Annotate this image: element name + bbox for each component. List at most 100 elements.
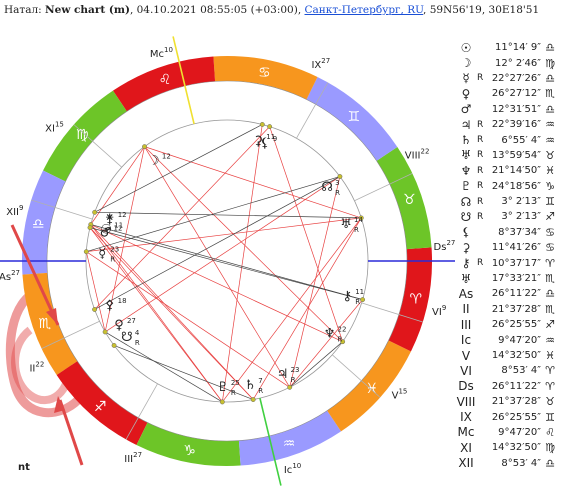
house-degree: 15 <box>398 387 407 395</box>
house-degree: 9 <box>442 304 446 312</box>
house-degree: 22 <box>35 361 44 369</box>
planet-glyph: ♂ <box>100 225 112 240</box>
retrograde-marker: R <box>110 256 115 264</box>
planet-longitude: 9°47′20″ <box>498 426 541 438</box>
place-link[interactable]: Санкт-Петербург, RU <box>304 4 424 16</box>
house-label: XII9 <box>6 204 23 218</box>
house-label: XI15 <box>45 121 64 135</box>
planet-position-dot <box>102 329 108 335</box>
zodiac-sign-glyph: ♋ <box>258 65 271 81</box>
planet-longitude: 12°31′51″ <box>491 103 541 115</box>
planet-glyph: ♀ <box>114 318 124 333</box>
planet-longitude: 12° 2′46″ <box>495 57 541 69</box>
aspect-line <box>94 176 341 310</box>
planet-degree: 4 <box>135 329 140 337</box>
planet-position-dot <box>358 215 364 221</box>
chart-header: Натал: New chart (m), 04.10.2021 08:55:0… <box>4 4 539 16</box>
natal-chart-wheel: ♈♉♊♋♌♍♎♏♐♑ ♒♓ As27II22III27Ic10V15VI9Ds27… <box>0 36 455 486</box>
house-label: VIII22 <box>405 147 430 161</box>
zodiac-sign-glyph: ♌ <box>545 425 555 439</box>
planet-glyph: Mc <box>457 425 475 440</box>
retrograde-marker: R <box>477 258 484 269</box>
planet-degree: 3 <box>335 179 339 187</box>
zodiac-segment <box>21 170 66 275</box>
planet-glyph: ♅ <box>460 271 472 286</box>
planet-longitude: 26°11′22″ <box>491 288 541 300</box>
planet-glyph: ⚴ <box>105 298 115 313</box>
planet-longitude: 14°32′50″ <box>491 442 541 454</box>
zodiac-segment <box>136 422 241 466</box>
planet-degree: 23 <box>110 246 119 254</box>
annotation-arrow-head <box>54 396 65 413</box>
zodiac-sign-glyph: ♋ <box>545 225 555 239</box>
zodiac-sign-glyph: ♏ <box>38 316 51 332</box>
zodiac-sign-glyph: ♊ <box>545 410 555 424</box>
retrograde-marker: R <box>291 376 296 384</box>
planet-degree: 11 <box>266 133 275 141</box>
retrograde-marker: R <box>258 387 263 395</box>
zodiac-sign-glyph: ♎ <box>545 456 555 470</box>
aspect-line <box>104 331 223 403</box>
house-name: XI <box>45 124 55 135</box>
planet-longitude: 11°14′ 9″ <box>495 42 541 54</box>
planet-position-dot <box>92 209 98 215</box>
zodiac-sign-glyph: ♏ <box>545 272 555 286</box>
planet-glyph: VIII <box>456 394 476 409</box>
planet-longitude: 22°39′16″ <box>491 119 541 131</box>
footer-label: nt <box>18 462 30 473</box>
planet-longitude: 24°18′56″ <box>491 180 541 192</box>
aspect-line <box>221 124 263 402</box>
zodiac-sign-glyph: ♈ <box>410 291 423 307</box>
aspect-line <box>144 146 362 219</box>
aspect-line <box>86 176 341 252</box>
planet-position-dot <box>87 225 93 231</box>
zodiac-segment <box>56 361 148 445</box>
zodiac-sign-glyph: ♎ <box>545 287 555 301</box>
zodiac-sign-glyph: ♒ <box>545 333 555 347</box>
planet-glyph: IX <box>460 410 472 425</box>
zodiac-sign-glyph: ♈ <box>545 379 555 393</box>
aspect-line <box>144 146 290 388</box>
house-label: Ds27 <box>434 239 455 253</box>
house-degree: 27 <box>321 57 330 65</box>
planet-table-row: ☋ R 3° 2′13″ ♐ <box>455 209 571 224</box>
zodiac-sign-glyph: ♏ <box>545 87 555 101</box>
planet-longitude: 21°37′28″ <box>491 303 541 315</box>
retrograde-marker: R <box>477 165 484 176</box>
house-label: III27 <box>124 451 142 465</box>
planet-table-row: ☉ 11°14′ 9″ ♎ <box>455 40 571 55</box>
planet-table-row: VIII 21°37′28″ ♉ <box>455 394 571 409</box>
zodiac-segment <box>388 247 432 352</box>
house-label: Ic10 <box>284 462 301 476</box>
planet-glyph: ♂ <box>460 102 472 117</box>
planet-glyph: ⚵ <box>105 212 115 227</box>
house-cusp-line <box>125 383 158 440</box>
house-cusp-line <box>354 173 413 202</box>
planet-table-row: Ic 9°47′20″ ♒ <box>455 332 571 347</box>
planet-position-dot <box>360 297 366 303</box>
planet-longitude: 21°14′50″ <box>491 165 541 177</box>
chart-name: New chart (m) <box>45 4 130 16</box>
planet-longitude: 26°25′55″ <box>491 411 541 423</box>
aspect-line <box>222 217 362 403</box>
planet-degree: 14 <box>354 216 363 224</box>
planet-longitude: 9°47′20″ <box>498 334 541 346</box>
planet-position-dot <box>287 384 293 390</box>
planet-glyph: ♆ <box>324 327 336 342</box>
planet-degree: 12 <box>114 224 123 232</box>
house-degree: 10 <box>164 46 173 54</box>
aspect-line <box>104 176 341 333</box>
planet-glyph: ♇ <box>217 380 229 395</box>
zodiac-segment <box>22 272 78 376</box>
planet-glyph: ☽ <box>148 154 160 169</box>
zodiac-segment <box>306 77 398 161</box>
planet-glyph: ♅ <box>340 217 352 232</box>
planet-degree: 12 <box>162 153 171 161</box>
house-cusp-line <box>296 82 329 139</box>
zodiac-sign-glyph: ♊ <box>545 195 555 209</box>
planet-glyph: ⚷ <box>461 256 471 271</box>
planet-glyph: III <box>460 317 472 332</box>
retrograde-marker: R <box>477 181 484 192</box>
planet-degree: 27 <box>127 317 136 325</box>
zodiac-sign-glyph: ♏ <box>545 302 555 316</box>
